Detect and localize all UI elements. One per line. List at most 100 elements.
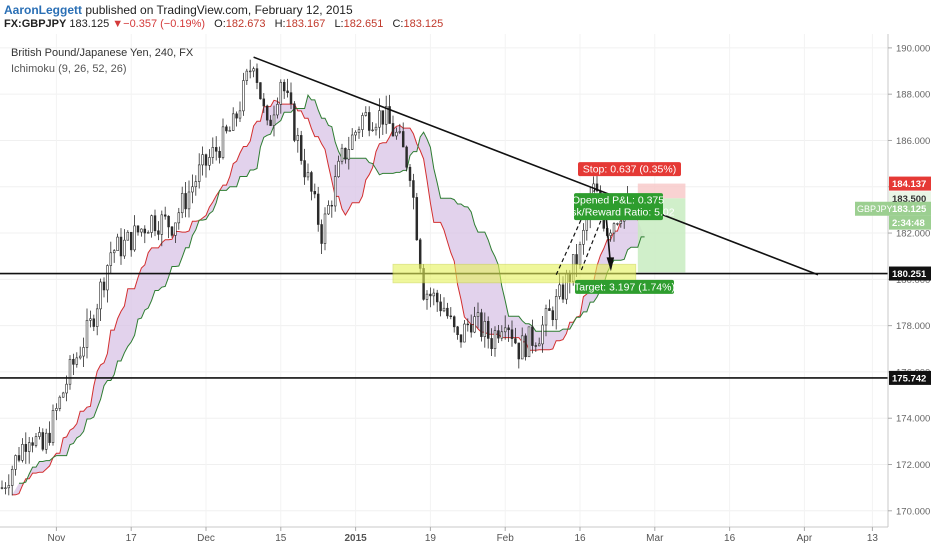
candle [21, 444, 24, 461]
candle [123, 239, 126, 257]
candle [133, 225, 136, 251]
candle [221, 126, 225, 158]
candle [153, 215, 157, 232]
x-tick-label: Apr [797, 533, 813, 544]
candle [452, 316, 456, 328]
candle [350, 134, 354, 150]
candle [140, 228, 143, 233]
candle [65, 383, 68, 394]
indicator-legend[interactable]: Ichimoku (9, 26, 52, 26) [11, 63, 127, 75]
candle [0, 487, 4, 489]
candle [82, 347, 85, 357]
candle [316, 193, 320, 225]
candle [136, 225, 140, 233]
low-label: L: [334, 18, 344, 30]
candle [466, 323, 470, 326]
candle [367, 112, 371, 131]
candle [129, 231, 133, 251]
candle [527, 326, 531, 358]
target-badge-group: Target: 3.197 (1.74%) [574, 279, 675, 294]
candle [85, 320, 89, 348]
candle [7, 485, 11, 489]
x-tick-label: 16 [724, 533, 736, 544]
candle [116, 236, 119, 251]
countdown-tag-bg [889, 215, 931, 230]
candle [575, 254, 578, 265]
axes [0, 34, 889, 528]
candle [323, 213, 327, 244]
close-value: 183.125 [403, 18, 444, 30]
candle [354, 131, 357, 136]
close-label: C: [392, 18, 404, 30]
candle [582, 229, 585, 245]
countdown-tag: 2:34:48 [892, 218, 925, 229]
candle [469, 324, 473, 333]
x-tick-label: 15 [275, 533, 287, 544]
candle [395, 131, 398, 137]
candle [520, 335, 524, 360]
ichimoku-lines [12, 94, 645, 496]
candle [201, 154, 204, 166]
candle [10, 468, 14, 486]
candle [490, 338, 493, 349]
candle [44, 432, 48, 450]
candle [398, 131, 402, 133]
candle [429, 293, 432, 297]
symbol-label[interactable]: FX:GBPJPY [4, 18, 67, 30]
candle [330, 205, 334, 207]
candle [554, 296, 558, 321]
candle [184, 193, 187, 210]
author-link[interactable]: AaronLeggett [4, 3, 82, 17]
candle [242, 80, 245, 112]
candle [102, 281, 106, 291]
candle [177, 212, 181, 224]
y-tick-label: 174.000 [896, 414, 930, 425]
low-value: 182.651 [343, 18, 384, 30]
tenkan-line [12, 99, 639, 496]
candle [313, 191, 317, 195]
candle [531, 326, 534, 346]
candle [480, 312, 483, 337]
candle [214, 147, 218, 152]
last-price: 183.125 [69, 18, 110, 30]
candle [211, 147, 215, 158]
candle [357, 129, 361, 133]
y-tick-label: 170.000 [896, 506, 930, 517]
candle [371, 129, 374, 132]
candle [497, 330, 500, 339]
candle [612, 223, 616, 234]
symbol-flag: GBPJPY [857, 204, 893, 214]
candle [194, 181, 198, 188]
high-label: H: [274, 18, 286, 30]
candle [446, 307, 449, 317]
candle [146, 232, 150, 234]
candle [476, 312, 480, 317]
candle [167, 215, 170, 228]
price-chart[interactable]: Stop: 0.637 (0.35%) Opened P&L: 0.375Risk… [0, 34, 932, 550]
candle [286, 90, 289, 93]
candle [435, 292, 439, 303]
y-tick-label: 182.000 [896, 229, 930, 240]
candle [218, 150, 221, 158]
x-tick-label: 19 [425, 533, 437, 544]
candle [551, 310, 555, 321]
candle [252, 68, 255, 72]
candle [408, 166, 412, 181]
symbol-flag-bg [855, 201, 889, 216]
candle [442, 307, 446, 312]
candle [561, 284, 565, 300]
candle [51, 410, 55, 443]
candle [337, 160, 340, 177]
candle [303, 160, 306, 178]
candle [174, 222, 177, 236]
candle [347, 149, 351, 160]
candle [374, 126, 378, 131]
candle [68, 358, 72, 385]
candle [537, 343, 541, 347]
target-badge-bg [575, 279, 674, 294]
candle [17, 455, 21, 461]
candle [344, 147, 347, 160]
x-tick-label: Dec [197, 533, 215, 544]
candle [524, 335, 527, 358]
candle [333, 176, 337, 207]
